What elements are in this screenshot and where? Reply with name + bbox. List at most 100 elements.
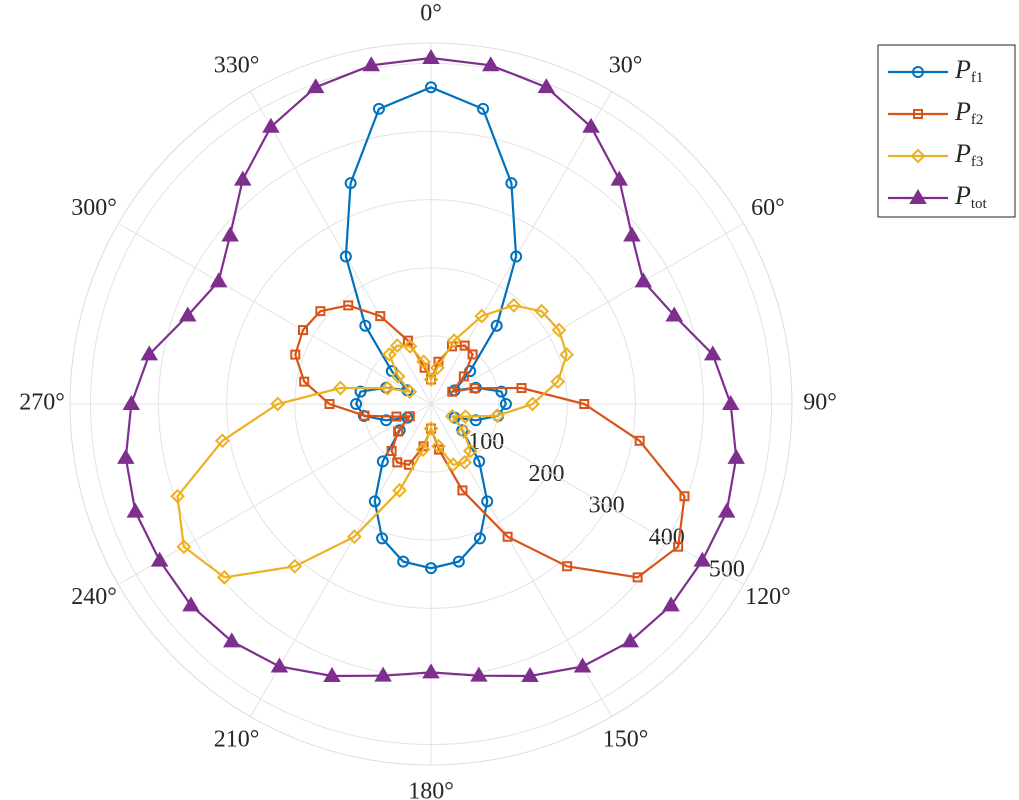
marker xyxy=(402,384,418,400)
marker xyxy=(333,380,348,396)
theta-tick-label: 270° xyxy=(19,390,65,416)
marker xyxy=(346,529,362,545)
marker xyxy=(423,421,439,436)
marker xyxy=(354,385,367,398)
grid-spoke xyxy=(430,91,612,405)
marker xyxy=(481,56,500,72)
r-tick-label: 200 xyxy=(528,461,564,487)
marker xyxy=(573,657,592,673)
legend-label: Pf1 xyxy=(954,55,983,86)
marker xyxy=(446,333,462,349)
marker xyxy=(299,376,310,387)
marker xyxy=(489,408,505,424)
marker xyxy=(621,632,639,648)
theta-tick-label: 240° xyxy=(71,584,117,610)
marker xyxy=(473,455,486,468)
marker xyxy=(402,338,418,354)
marker xyxy=(462,443,478,459)
marker xyxy=(179,306,197,322)
marker xyxy=(579,399,590,409)
marker xyxy=(458,409,473,424)
marker xyxy=(350,398,363,410)
marker xyxy=(457,454,473,470)
marker xyxy=(415,442,431,458)
marker xyxy=(216,569,232,585)
marker xyxy=(390,369,406,384)
marker xyxy=(344,177,357,190)
marker xyxy=(562,561,573,572)
marker xyxy=(703,345,722,361)
marker xyxy=(233,170,252,186)
grid-spoke xyxy=(430,403,744,585)
marker xyxy=(721,395,740,410)
marker xyxy=(477,102,490,115)
marker xyxy=(447,386,458,397)
marker xyxy=(122,395,141,410)
marker xyxy=(456,424,472,439)
marker xyxy=(665,306,683,322)
marker xyxy=(559,347,575,363)
marker xyxy=(397,555,410,568)
marker xyxy=(422,49,440,64)
marker xyxy=(376,532,389,545)
legend-box xyxy=(877,44,1016,218)
marker xyxy=(727,448,745,464)
marker xyxy=(582,117,600,133)
marker xyxy=(452,555,465,568)
theta-tick-label: 300° xyxy=(71,195,117,221)
theta-tick-label: 120° xyxy=(745,584,791,610)
marker xyxy=(368,495,381,508)
series-line xyxy=(176,304,568,579)
marker xyxy=(374,666,392,682)
marker xyxy=(610,170,629,186)
grid-spoke xyxy=(250,91,432,405)
marker xyxy=(381,347,397,362)
grid-spoke xyxy=(118,223,432,405)
marker xyxy=(425,562,437,575)
marker xyxy=(380,380,395,396)
marker xyxy=(140,345,159,361)
marker xyxy=(306,78,325,94)
marker xyxy=(214,433,230,449)
marker xyxy=(376,455,389,468)
marker xyxy=(550,374,566,390)
marker xyxy=(426,374,436,385)
marker xyxy=(913,109,923,119)
r-tick-label: 500 xyxy=(709,557,745,583)
grid-spoke xyxy=(118,403,432,585)
theta-tick-label: 150° xyxy=(603,726,649,752)
marker xyxy=(673,541,684,552)
marker xyxy=(221,226,239,242)
marker xyxy=(290,349,301,360)
grid-spoke xyxy=(430,223,744,405)
marker xyxy=(431,438,446,454)
marker xyxy=(502,531,513,542)
marker xyxy=(393,426,404,437)
marker xyxy=(467,349,478,360)
marker xyxy=(534,303,550,319)
marker xyxy=(521,667,539,683)
marker xyxy=(425,81,437,94)
marker xyxy=(270,657,289,673)
marker xyxy=(516,383,527,394)
marker xyxy=(423,372,439,387)
marker xyxy=(323,667,341,683)
marker xyxy=(223,632,241,648)
marker xyxy=(170,488,185,504)
marker xyxy=(473,532,486,545)
marker xyxy=(389,338,405,354)
marker xyxy=(150,551,169,567)
marker xyxy=(551,322,567,338)
marker xyxy=(403,459,414,470)
marker xyxy=(505,177,518,190)
marker xyxy=(506,297,522,313)
marker xyxy=(262,117,280,133)
marker xyxy=(537,78,556,94)
marker xyxy=(402,335,413,346)
marker xyxy=(117,448,135,464)
marker xyxy=(510,250,523,263)
marker xyxy=(416,354,431,370)
marker xyxy=(372,102,385,115)
marker xyxy=(324,399,335,409)
marker xyxy=(632,572,643,583)
